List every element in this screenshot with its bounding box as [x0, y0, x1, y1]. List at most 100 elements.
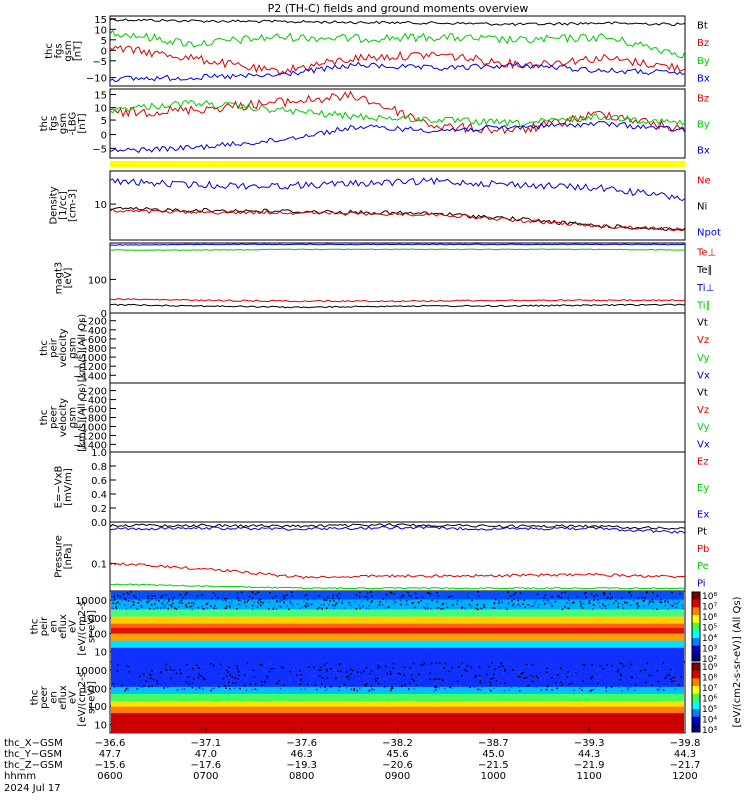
- legend-Ne: Ne: [697, 175, 711, 186]
- colorbar-cell: [692, 645, 700, 654]
- spectrogram-noise: [333, 669, 335, 672]
- spectrogram-noise: [185, 604, 187, 606]
- spectrogram-noise: [324, 690, 326, 692]
- spectrogram-noise: [564, 591, 567, 593]
- spectrogram-noise: [426, 592, 429, 594]
- spectrogram-noise: [619, 594, 621, 596]
- y-axis-label-line: thc: [39, 116, 50, 132]
- spectrogram-noise: [127, 596, 130, 598]
- spectrogram-noise: [138, 599, 140, 601]
- spectrogram-noise: [499, 607, 502, 609]
- y-tick-label: 100: [88, 702, 107, 713]
- spectrogram-noise: [363, 665, 366, 668]
- spectrogram-noise: [324, 664, 326, 666]
- spectrogram-noise: [224, 685, 226, 687]
- spectrogram-band: [111, 686, 684, 695]
- spectrogram-noise: [670, 678, 672, 680]
- legend-Ni: Ni: [697, 202, 707, 213]
- spectrogram-noise: [649, 596, 652, 598]
- spectrogram-noise: [185, 592, 188, 594]
- spectrogram-noise: [253, 678, 256, 680]
- spectrogram-noise: [621, 604, 624, 606]
- spectrogram-noise: [201, 607, 204, 610]
- x-row-value: 0900: [385, 771, 410, 782]
- spectrogram-noise: [154, 603, 156, 605]
- spectrogram-noise: [615, 679, 618, 681]
- spectrogram-noise: [433, 678, 435, 681]
- spectrogram-noise: [488, 665, 490, 668]
- spectrogram-noise: [641, 596, 643, 599]
- colorbar-cell: [692, 678, 700, 687]
- x-row-value: −21.5: [478, 760, 509, 771]
- spectrogram-noise: [117, 601, 119, 603]
- spectrogram-noise: [519, 605, 521, 608]
- spectrogram-noise: [646, 662, 649, 665]
- legend-Vz: Vz: [697, 405, 709, 416]
- spectrogram-noise: [468, 673, 470, 676]
- y-axis-label-line: en: [49, 691, 60, 704]
- spectrogram-noise: [269, 591, 271, 594]
- spectrogram-noise: [605, 686, 608, 689]
- spectrogram-noise: [378, 676, 381, 679]
- spectrogram-noise: [169, 597, 171, 599]
- spectrogram-noise: [617, 606, 619, 608]
- spectrogram-noise: [193, 603, 195, 605]
- spectrogram-noise: [141, 686, 143, 688]
- spectrogram-noise: [135, 683, 137, 685]
- spectrogram-noise: [456, 592, 458, 594]
- spectrogram-noise: [438, 687, 440, 689]
- x-row-value: 44.3: [674, 749, 696, 760]
- spectrogram-noise: [588, 690, 591, 692]
- spectrogram-noise: [632, 600, 635, 602]
- spectrogram-noise: [629, 686, 632, 689]
- trace-pi: [109, 525, 686, 534]
- spectrogram-noise: [518, 672, 520, 674]
- spectrogram-noise: [382, 684, 384, 686]
- spectrogram-noise: [491, 662, 493, 664]
- spectrogram-noise: [283, 596, 286, 598]
- spectrogram-noise: [171, 667, 173, 669]
- spectrogram-noise: [522, 603, 524, 605]
- spectrogram-noise: [439, 668, 442, 671]
- spectrogram-noise: [244, 599, 246, 602]
- spectrogram-noise: [646, 671, 649, 673]
- spectrogram-noise: [245, 605, 247, 607]
- y-axis-label-line: [eV/(cm2-s-: [77, 597, 88, 656]
- y-tick-label: −5: [92, 57, 107, 68]
- spectrogram-noise: [597, 685, 600, 687]
- y-tick-label: −1000: [73, 353, 107, 364]
- x-row-value: −39.8: [670, 738, 701, 749]
- spectrogram-noise: [567, 671, 569, 673]
- spectrogram-noise: [643, 599, 646, 602]
- spectrogram-noise: [300, 674, 302, 676]
- spectrogram-noise: [147, 592, 149, 595]
- spectrogram-noise: [345, 671, 348, 673]
- spectrogram-noise: [190, 605, 192, 608]
- spectrogram-noise: [276, 600, 278, 603]
- spectrogram-noise: [260, 604, 263, 606]
- spectrogram-noise: [268, 608, 270, 610]
- spectrogram-noise: [599, 675, 601, 677]
- spectrogram-noise: [547, 600, 550, 603]
- spectrogram-noise: [478, 595, 480, 597]
- spectrogram-noise: [160, 670, 162, 673]
- spectrogram-noise: [575, 671, 577, 674]
- spectrogram-noise: [673, 668, 675, 670]
- spectrogram-noise: [407, 591, 409, 594]
- y-axis-label-line: [km/s](All Qs): [77, 383, 88, 451]
- legend-Bz: Bz: [697, 93, 709, 104]
- spectrogram-noise: [243, 601, 246, 604]
- spectrogram-noise: [260, 601, 262, 603]
- spectrogram-noise: [660, 601, 663, 604]
- spectrogram-noise: [446, 606, 449, 609]
- spectrogram-noise: [259, 664, 262, 666]
- spectrogram-noise: [573, 689, 575, 691]
- spectrogram-noise: [318, 669, 320, 672]
- spectrogram-noise: [435, 683, 437, 686]
- x-row-value: −37.1: [191, 738, 222, 749]
- spectrogram-noise: [619, 679, 621, 681]
- spectrogram-noise: [213, 684, 216, 686]
- spectrogram-noise: [191, 687, 194, 689]
- spectrogram-noise: [281, 681, 283, 684]
- spectrogram-noise: [366, 596, 369, 598]
